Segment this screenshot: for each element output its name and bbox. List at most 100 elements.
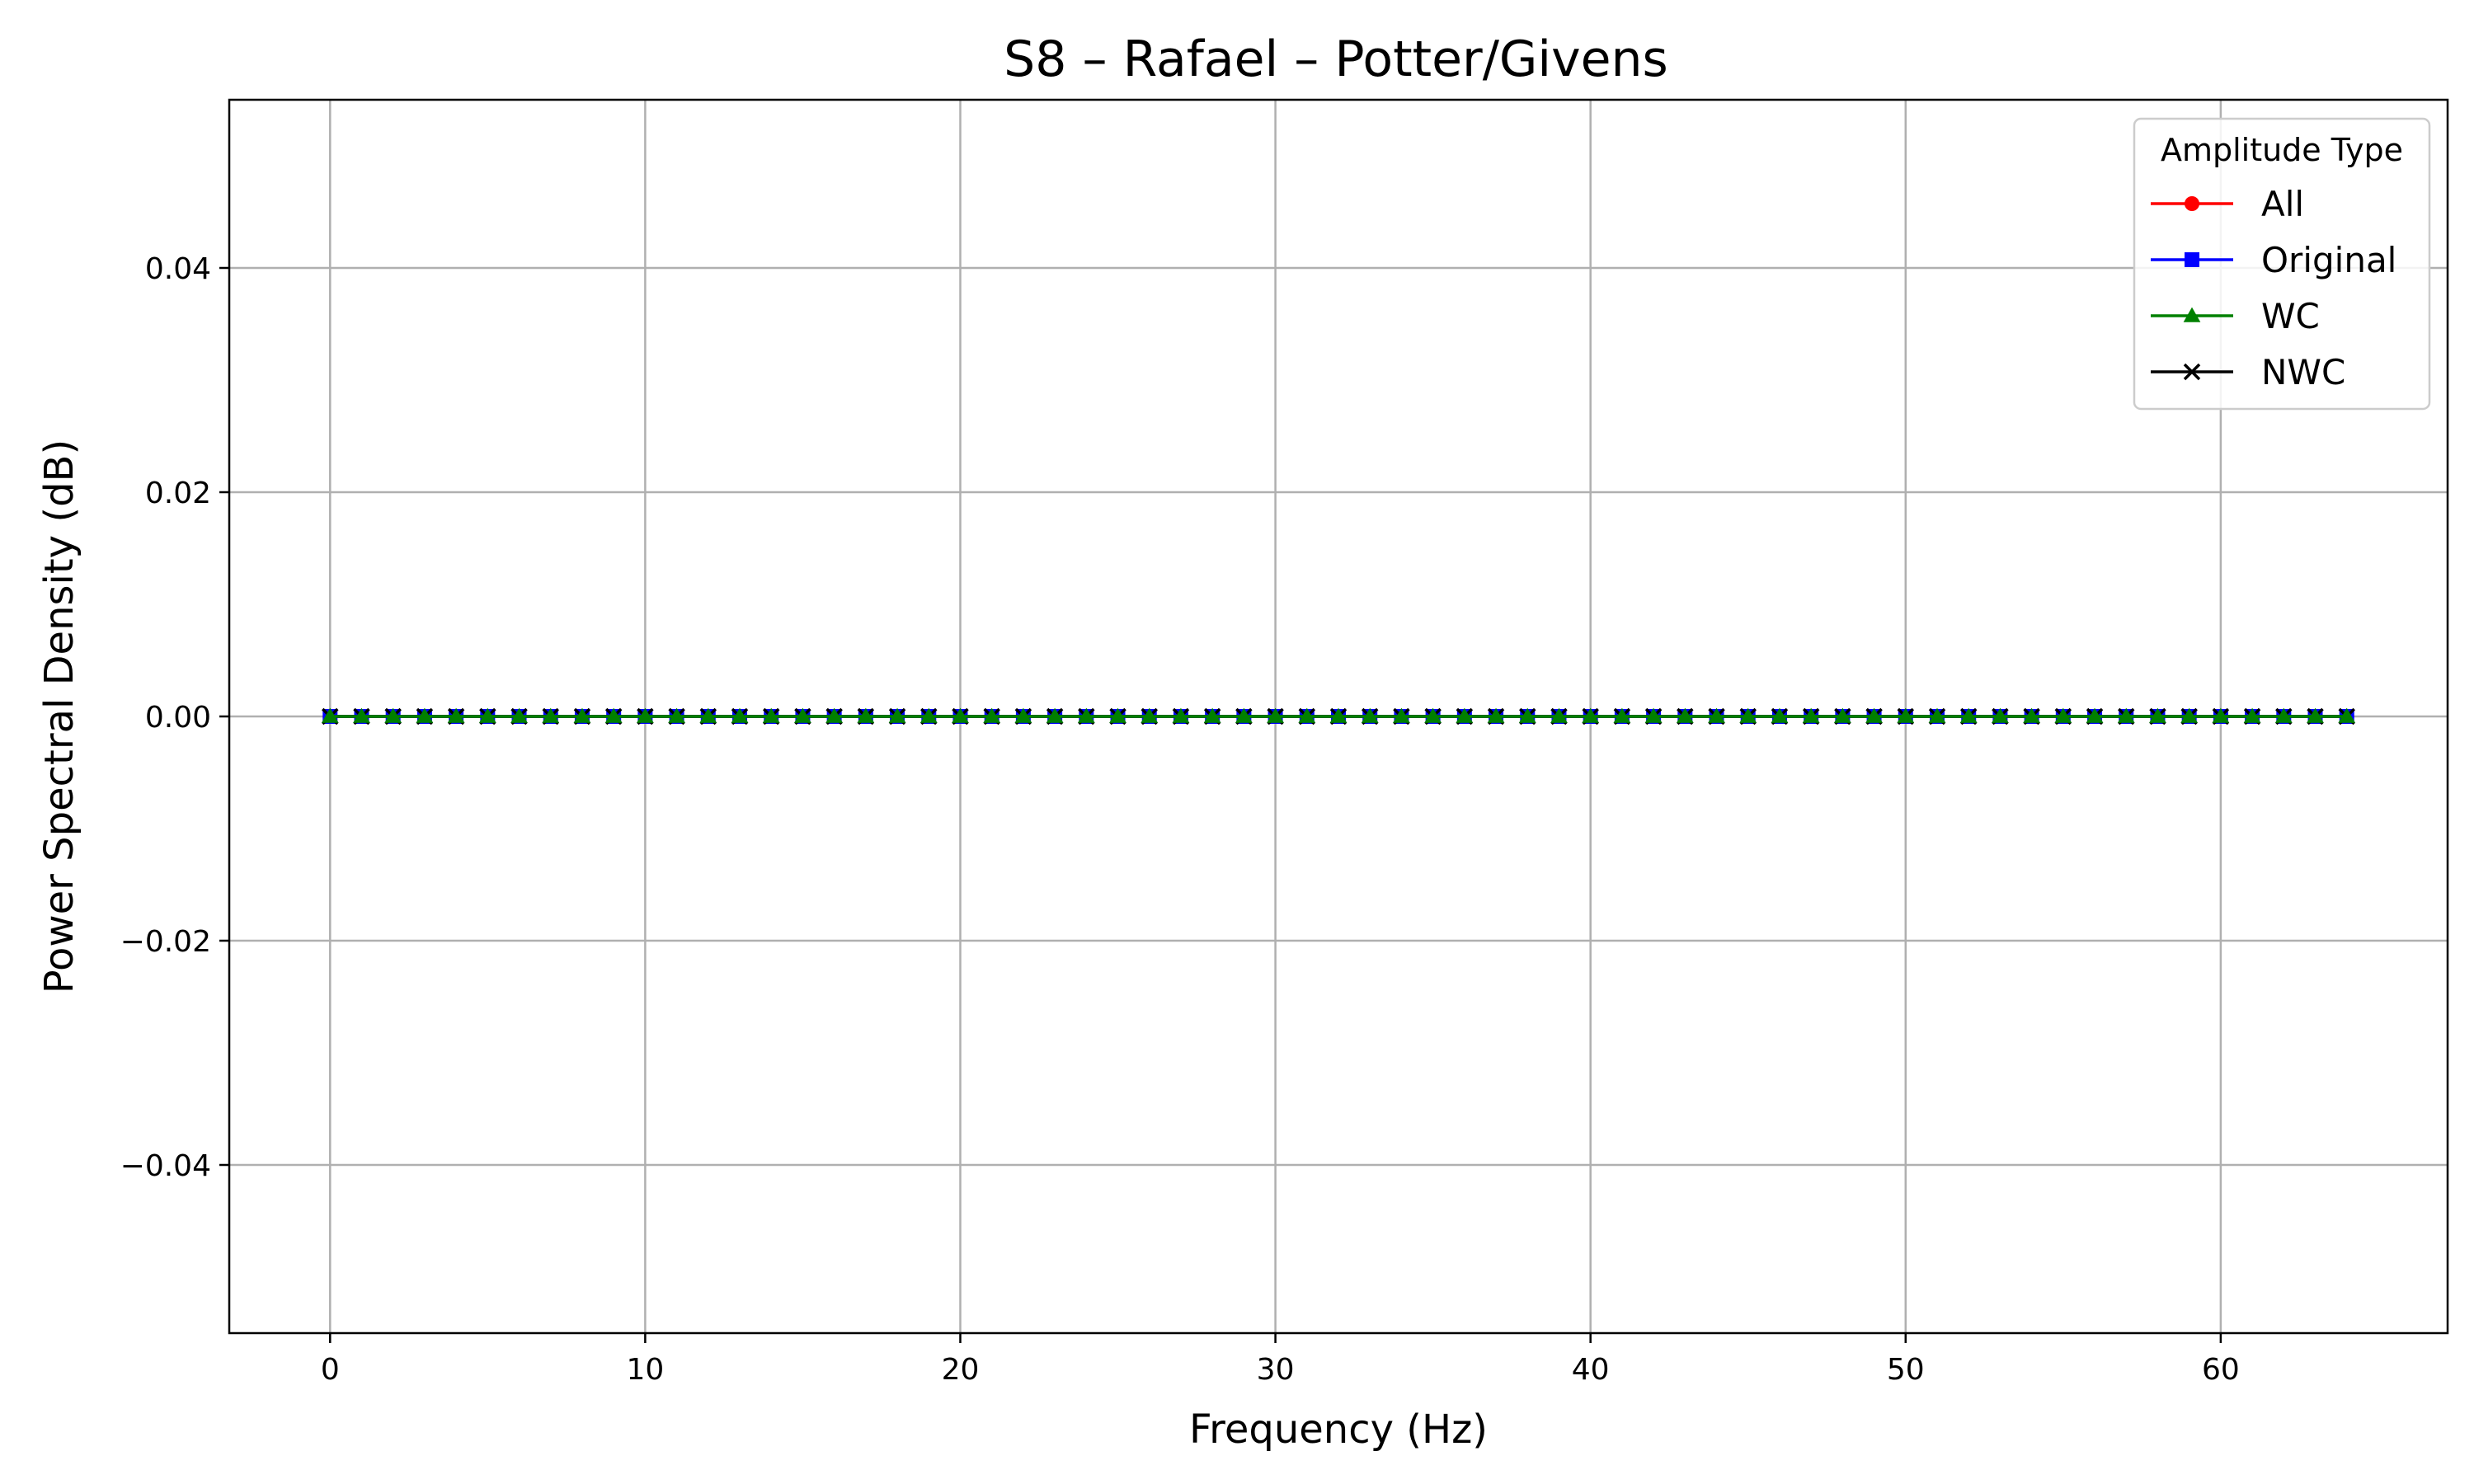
data-point bbox=[1298, 707, 1316, 723]
legend-label: NWC bbox=[2261, 352, 2345, 392]
data-point bbox=[888, 707, 906, 723]
data-point bbox=[1771, 707, 1789, 723]
data-point bbox=[2274, 707, 2293, 723]
x-tick-label: 30 bbox=[1257, 1353, 1295, 1387]
data-point bbox=[1361, 707, 1379, 723]
legend-title: Amplitude Type bbox=[2161, 132, 2403, 168]
data-point bbox=[1077, 707, 1095, 723]
data-point bbox=[920, 707, 938, 723]
data-point bbox=[510, 707, 528, 723]
y-tick-label: −0.04 bbox=[120, 1149, 211, 1183]
data-point bbox=[1046, 707, 1064, 723]
legend-entry-all: All bbox=[2151, 184, 2304, 224]
data-point bbox=[1487, 707, 1505, 723]
data-point bbox=[983, 707, 1001, 723]
data-point bbox=[762, 707, 780, 723]
legend-entry-wc: WC bbox=[2151, 296, 2320, 336]
data-point bbox=[1550, 707, 1568, 723]
data-point bbox=[604, 707, 623, 723]
data-point bbox=[1109, 707, 1126, 723]
data-point bbox=[2307, 707, 2324, 723]
data-point bbox=[1172, 707, 1190, 723]
data-point bbox=[353, 707, 370, 723]
data-point bbox=[1203, 707, 1221, 723]
data-point bbox=[1739, 707, 1757, 723]
data-point bbox=[2212, 707, 2230, 723]
data-point bbox=[1865, 707, 1883, 723]
data-point bbox=[1267, 707, 1284, 723]
data-point bbox=[1708, 707, 1725, 723]
series-layer bbox=[321, 707, 2356, 726]
data-point bbox=[1676, 707, 1694, 723]
data-point bbox=[952, 707, 969, 723]
data-point bbox=[2054, 707, 2072, 723]
x-axis-ticks: 0 10 20 30 40 50 60 bbox=[321, 1333, 2240, 1387]
x-tick-label: 60 bbox=[2202, 1353, 2240, 1387]
data-point bbox=[668, 707, 685, 723]
data-point bbox=[637, 707, 654, 723]
data-point bbox=[794, 707, 811, 723]
legend-label: WC bbox=[2261, 296, 2320, 336]
legend-entry-nwc: NWC bbox=[2151, 352, 2345, 392]
x-axis-label: Frequency (Hz) bbox=[1189, 1407, 1488, 1453]
series-wc bbox=[321, 707, 2356, 723]
legend-box bbox=[2133, 117, 2431, 411]
data-point bbox=[1582, 707, 1600, 723]
data-point bbox=[1992, 707, 2009, 723]
data-point bbox=[1959, 707, 1978, 723]
data-point bbox=[1897, 707, 1915, 723]
x-tick-label: 50 bbox=[1887, 1353, 1925, 1387]
data-point bbox=[447, 707, 465, 723]
data-point bbox=[1928, 707, 1946, 723]
data-point bbox=[2338, 707, 2356, 723]
data-point bbox=[2185, 252, 2199, 267]
data-point bbox=[857, 707, 875, 723]
data-point bbox=[1802, 707, 1820, 723]
legend-entries: All Original WC NWC bbox=[2151, 184, 2396, 392]
data-point bbox=[1014, 707, 1032, 723]
data-point bbox=[1424, 707, 1442, 723]
x-tick-label: 20 bbox=[942, 1353, 980, 1387]
data-point bbox=[1141, 707, 1159, 723]
data-point bbox=[1456, 707, 1474, 723]
y-tick-label: −0.02 bbox=[120, 925, 211, 959]
data-point bbox=[2180, 707, 2199, 723]
data-point bbox=[1644, 707, 1663, 723]
data-point bbox=[573, 707, 591, 723]
data-point bbox=[321, 707, 339, 723]
data-point bbox=[2117, 707, 2135, 723]
chart-title: S8 – Rafael – Potter/Givens bbox=[1004, 31, 1668, 88]
data-point bbox=[2183, 363, 2201, 381]
data-point bbox=[416, 707, 434, 723]
data-point bbox=[2185, 196, 2199, 211]
y-tick-label: 0.00 bbox=[145, 701, 211, 735]
data-point bbox=[2149, 707, 2166, 723]
data-point bbox=[2086, 707, 2104, 723]
data-point bbox=[1235, 707, 1253, 723]
y-axis-ticks: 0.04 0.02 0.00 −0.02 −0.04 bbox=[120, 252, 229, 1183]
data-point bbox=[1329, 707, 1348, 723]
y-axis-label: Power Spectral Density (dB) bbox=[36, 439, 82, 993]
legend-entry-original: Original bbox=[2151, 240, 2396, 280]
data-point bbox=[825, 707, 843, 723]
data-point bbox=[2183, 307, 2201, 322]
legend-label: All bbox=[2261, 184, 2304, 224]
data-point bbox=[2023, 707, 2040, 723]
legend-label: Original bbox=[2261, 240, 2396, 280]
x-tick-label: 0 bbox=[321, 1353, 340, 1387]
data-point bbox=[542, 707, 560, 723]
data-point bbox=[731, 707, 749, 723]
data-point bbox=[2243, 707, 2261, 723]
y-tick-label: 0.04 bbox=[145, 252, 211, 286]
data-point bbox=[384, 707, 402, 723]
legend: Amplitude Type All Original WC NWC bbox=[2133, 117, 2431, 411]
data-point bbox=[1393, 707, 1410, 723]
data-point bbox=[1834, 707, 1851, 723]
y-tick-label: 0.02 bbox=[145, 477, 211, 510]
x-tick-label: 10 bbox=[626, 1353, 664, 1387]
data-point bbox=[699, 707, 717, 723]
x-tick-label: 40 bbox=[1572, 1353, 1610, 1387]
data-point bbox=[1518, 707, 1536, 723]
